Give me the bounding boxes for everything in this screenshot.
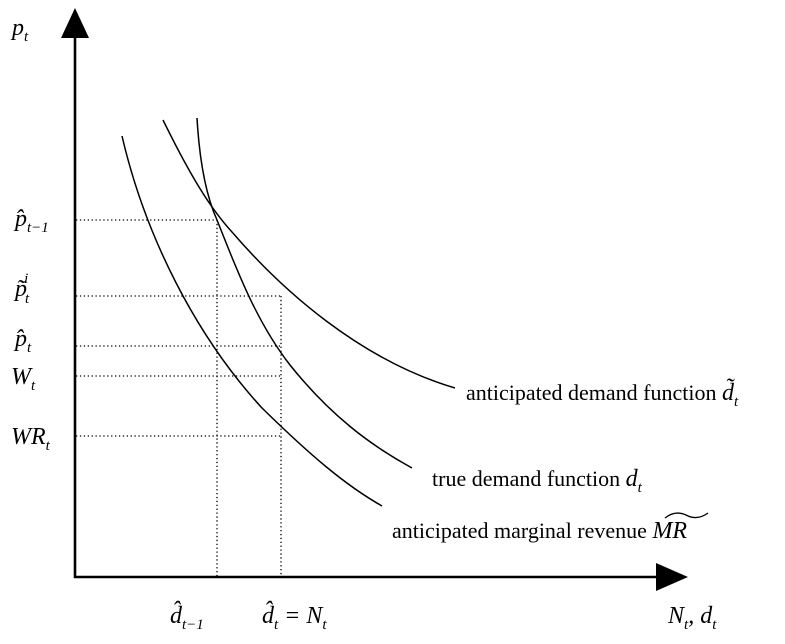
y-tick-wr: WRt (11, 424, 51, 454)
y-axis-label: pt (10, 15, 29, 45)
anticipated-demand-label: anticipated demand function d̃t (466, 378, 739, 410)
true-demand-label: true demand function dt (432, 466, 643, 496)
x-tick-d-hat-prev: d̂t−1 (170, 601, 204, 633)
anticipated-demand-curve (162, 119, 456, 389)
true-demand-curve (196, 117, 413, 469)
x-axis-arrowhead (656, 563, 688, 591)
x-tick-d-hat-eq-n: d̂t = Nt (262, 601, 327, 633)
y-tick-w: Wt (11, 364, 36, 394)
y-axis-arrowhead (61, 8, 89, 38)
y-tick-p-tilde-i: p̃ti (13, 271, 30, 307)
y-tick-p-hat: p̂t (13, 326, 32, 356)
mr-tilde-accent (664, 512, 709, 519)
x-axis-label: Nt, dt (667, 603, 717, 633)
y-tick-p-hat-prev: p̂t−1 (13, 206, 49, 236)
anticipated-marginal-revenue-curve (121, 135, 383, 507)
anticipated-mr-label: anticipated marginal revenue MR (392, 518, 687, 544)
